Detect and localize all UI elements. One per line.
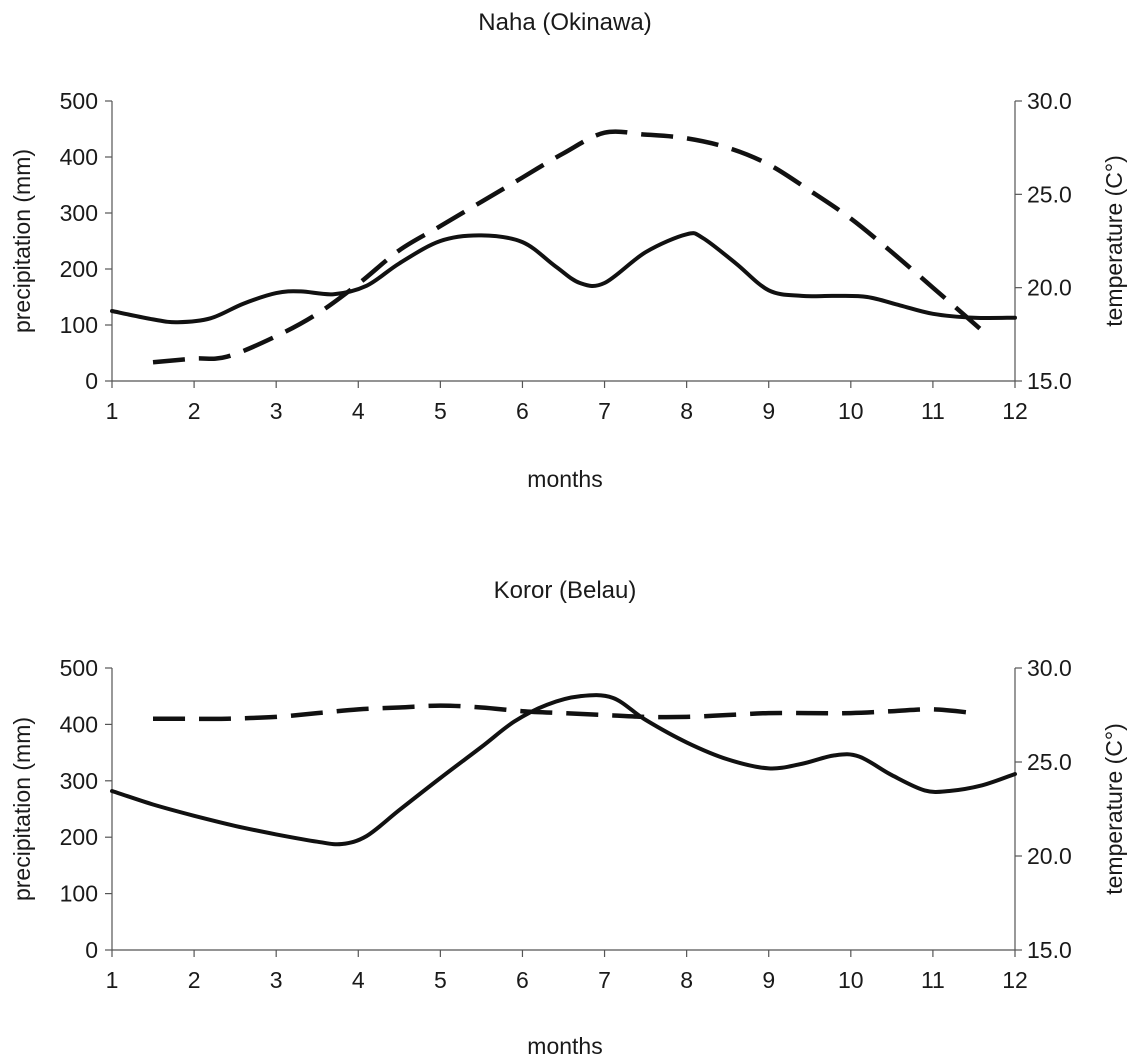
right-y-axis-label: temperature (C°) xyxy=(1101,155,1127,327)
series-lines xyxy=(110,129,1017,365)
x-tick-label: 4 xyxy=(352,398,365,424)
precipitation-line xyxy=(110,693,1017,847)
x-tick-label: 7 xyxy=(598,967,611,993)
x-tick-label: 2 xyxy=(188,967,201,993)
x-tick-label: 7 xyxy=(598,398,611,424)
series-lines xyxy=(110,693,1017,847)
x-tick-label: 10 xyxy=(838,398,864,424)
chart-naha: Naha (Okinawa) 0 100 200 300 400 500 15.0 20.0… xyxy=(9,9,1127,492)
precipitation-line xyxy=(110,231,1017,325)
temperature-line xyxy=(153,703,975,722)
chart-title: Koror (Belau) xyxy=(494,577,637,604)
x-tick-label: 2 xyxy=(188,398,201,424)
left-tick-label: 500 xyxy=(60,655,98,681)
left-axis-ticks: 0 100 200 300 400 500 xyxy=(60,88,112,394)
chart-title: Naha (Okinawa) xyxy=(478,9,651,36)
x-tick-label: 6 xyxy=(516,398,529,424)
right-tick-label: 20.0 xyxy=(1027,843,1072,869)
x-tick-label: 8 xyxy=(680,967,693,993)
x-axis-label: months xyxy=(527,1033,602,1059)
x-tick-label: 12 xyxy=(1002,967,1028,993)
x-tick-label: 9 xyxy=(762,398,775,424)
left-tick-label: 300 xyxy=(60,200,98,226)
left-tick-label: 400 xyxy=(60,144,98,170)
x-tick-label: 11 xyxy=(921,967,945,993)
x-tick-label: 1 xyxy=(106,967,119,993)
left-tick-label: 200 xyxy=(60,824,98,850)
x-tick-label: 5 xyxy=(434,398,447,424)
x-tick-label: 3 xyxy=(270,967,283,993)
x-tick-label: 5 xyxy=(434,967,447,993)
x-axis-ticks: 1 2 3 4 5 6 7 8 9 10 11 12 xyxy=(106,381,1028,424)
chart-koror: Koror (Belau) 0 100 200 300 400 500 15.0 20.0 2… xyxy=(9,577,1127,1059)
x-tick-label: 11 xyxy=(921,398,945,424)
left-axis-ticks: 0 100 200 300 400 500 xyxy=(60,655,112,963)
x-tick-label: 3 xyxy=(270,398,283,424)
right-tick-label: 30.0 xyxy=(1027,655,1072,681)
x-tick-label: 4 xyxy=(352,967,365,993)
left-tick-label: 500 xyxy=(60,88,98,114)
left-tick-label: 100 xyxy=(60,312,98,338)
right-tick-label: 20.0 xyxy=(1027,275,1072,301)
right-axis-ticks: 15.0 20.0 25.0 30.0 xyxy=(1015,655,1072,963)
x-tick-label: 8 xyxy=(680,398,693,424)
x-axis-ticks: 1 2 3 4 5 6 7 8 9 10 11 12 xyxy=(106,950,1028,993)
left-tick-label: 100 xyxy=(60,881,98,907)
right-tick-label: 25.0 xyxy=(1027,749,1072,775)
right-axis-ticks: 15.0 20.0 25.0 30.0 xyxy=(1015,88,1072,394)
left-tick-label: 300 xyxy=(60,768,98,794)
left-y-axis-label: precipitation (mm) xyxy=(9,149,35,333)
left-y-axis-label: precipitation (mm) xyxy=(9,717,35,901)
x-axis-label: months xyxy=(527,466,602,492)
x-tick-label: 1 xyxy=(106,398,119,424)
right-tick-label: 15.0 xyxy=(1027,937,1072,963)
temperature-line xyxy=(152,129,984,365)
x-tick-label: 9 xyxy=(762,967,775,993)
left-tick-label: 0 xyxy=(85,937,98,963)
right-tick-label: 25.0 xyxy=(1027,181,1072,207)
left-tick-label: 400 xyxy=(60,711,98,737)
right-tick-label: 30.0 xyxy=(1027,88,1072,114)
left-tick-label: 200 xyxy=(60,256,98,282)
x-tick-label: 10 xyxy=(838,967,864,993)
left-tick-label: 0 xyxy=(85,368,98,394)
x-tick-label: 12 xyxy=(1002,398,1028,424)
x-tick-label: 6 xyxy=(516,967,529,993)
right-y-axis-label: temperature (C°) xyxy=(1101,723,1127,895)
right-tick-label: 15.0 xyxy=(1027,368,1072,394)
